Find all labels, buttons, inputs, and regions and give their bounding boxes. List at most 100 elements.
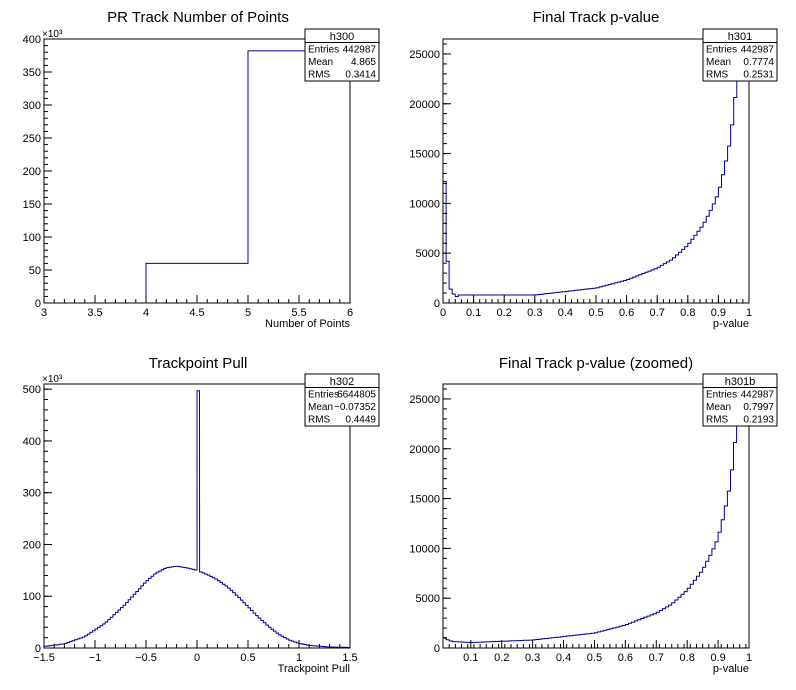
chart-panel-4: Final Track p-value (zoomed) 0.1 0.2 0.3 0.4… [409, 355, 778, 675]
x-tick-label: 3.5 [87, 307, 102, 319]
stats-value: 442987 [741, 45, 775, 56]
histogram-line [44, 50, 350, 303]
chart-title: Final Track p-value [533, 9, 660, 26]
stats-label: Entries [308, 390, 339, 401]
stats-label: Mean [308, 57, 333, 68]
x-tick-label: 0.1 [463, 652, 478, 664]
x-tick-label: 0.7 [649, 652, 664, 664]
y-tick-label: 400 [23, 34, 41, 46]
stats-value: 442987 [741, 390, 775, 401]
x-tick-label: 0.2 [494, 652, 509, 664]
y-tick-label: 150 [23, 199, 41, 211]
stats-value: 0.3414 [345, 70, 376, 81]
x-tick-label: 0.8 [680, 652, 695, 664]
stats-value: −0.07352 [334, 402, 376, 413]
y-tick-label: 25000 [409, 49, 440, 61]
stats-value: 0.2193 [743, 415, 774, 426]
x-tick-label: 0.3 [525, 652, 540, 664]
y-tick-label: 400 [23, 436, 41, 448]
stats-label: RMS [706, 415, 729, 426]
stats-box [304, 28, 380, 82]
y-tick-label: 10000 [409, 543, 440, 555]
x-tick-label: 0.2 [497, 307, 512, 319]
y-tick-label: 5000 [416, 248, 440, 260]
x-tick-label: 0 [440, 307, 446, 319]
x-tick-label: 1 [746, 652, 752, 664]
x-tick-label: −0.5 [135, 652, 157, 664]
y-tick-label: 100 [23, 232, 41, 244]
x-tick-label: 5.5 [291, 307, 306, 319]
y-tick-label: 0 [434, 298, 440, 310]
stats-value: 0.7774 [743, 57, 774, 68]
stats-value: 0.4449 [345, 415, 376, 426]
chart-title: Trackpoint Pull [149, 355, 248, 372]
x-tick-label: −1 [89, 652, 102, 664]
y-tick-label: 0 [35, 298, 41, 310]
x-tick-label: 1 [296, 652, 302, 664]
x-tick-label: 1.5 [342, 652, 357, 664]
y-tick-label: 20000 [409, 444, 440, 456]
stats-name: h301 [728, 31, 752, 43]
y-tick-label: 100 [23, 591, 41, 603]
x-tick-label: 0.5 [240, 652, 255, 664]
stats-label: RMS [308, 70, 331, 81]
y-tick-label: 500 [23, 384, 41, 396]
y-tick-label: 50 [29, 265, 41, 277]
y-tick-label: 0 [35, 643, 41, 655]
x-tick-label: 0.8 [680, 307, 695, 319]
x-tick-label: 0.6 [619, 307, 634, 319]
y-tick-label: 15000 [409, 149, 440, 161]
y-tick-label: 15000 [409, 494, 440, 506]
y-tick-label: 250 [23, 133, 41, 145]
chart-panel-3: Trackpoint Pull−1.5 −1 −0.5 0 0.5 1 1.5Trackpo… [23, 355, 380, 675]
stats-label: Entries [706, 390, 737, 401]
histogram-line [443, 39, 749, 303]
stats-label: Mean [308, 402, 333, 413]
stats-value: 0.7997 [743, 402, 774, 413]
x-tick-label: −1.5 [33, 652, 55, 664]
x-tick-label: 0.7 [650, 307, 665, 319]
x-axis-label: p-value [713, 318, 749, 330]
histogram-line [44, 390, 350, 648]
stats-box [702, 373, 778, 427]
stats-value: 0.2531 [743, 70, 774, 81]
chart-panel-2: Final Track p-value 0 0.1 0.2 0.3 0.4 0.5 0.6 0.… [409, 9, 778, 330]
stats-value: 4.865 [351, 57, 376, 68]
y-exponent-label: ×10³ [42, 374, 63, 385]
stats-name: h300 [330, 31, 354, 43]
histogram-line [443, 384, 749, 648]
x-axis-label: Trackpoint Pull [278, 663, 350, 675]
stats-label: Entries [308, 45, 339, 56]
x-tick-label: 0.4 [558, 307, 573, 319]
x-tick-label: 6 [347, 307, 353, 319]
y-tick-label: 200 [23, 166, 41, 178]
x-tick-label: 0.5 [588, 307, 603, 319]
y-tick-label: 350 [23, 67, 41, 79]
stats-value: 6644805 [337, 390, 376, 401]
stats-label: Mean [706, 57, 731, 68]
x-tick-label: 0.3 [527, 307, 542, 319]
chart-title: Final Track p-value (zoomed) [499, 355, 693, 372]
x-tick-label: 4.5 [189, 307, 204, 319]
y-tick-label: 5000 [416, 593, 440, 605]
x-tick-label: 0.9 [710, 652, 725, 664]
stats-label: RMS [706, 70, 729, 81]
y-tick-label: 0 [434, 643, 440, 655]
stats-label: Mean [706, 402, 731, 413]
stats-box [702, 28, 778, 82]
x-tick-label: 0.1 [466, 307, 481, 319]
x-axis-label: p-value [713, 663, 749, 675]
y-tick-label: 20000 [409, 99, 440, 111]
stats-label: RMS [308, 415, 331, 426]
y-tick-label: 300 [23, 100, 41, 112]
x-tick-label: 1 [746, 307, 752, 319]
x-tick-label: 5 [245, 307, 251, 319]
plot-frame [442, 383, 750, 649]
y-tick-label: 300 [23, 488, 41, 500]
chart-panel-1: PR Track Number of Points 3 3.5 4 4.5 5 5.5 6Nu… [23, 9, 380, 330]
stats-name: h301b [725, 376, 756, 388]
x-tick-label: 0 [194, 652, 200, 664]
x-tick-label: 3 [41, 307, 47, 319]
stats-name: h302 [330, 376, 354, 388]
